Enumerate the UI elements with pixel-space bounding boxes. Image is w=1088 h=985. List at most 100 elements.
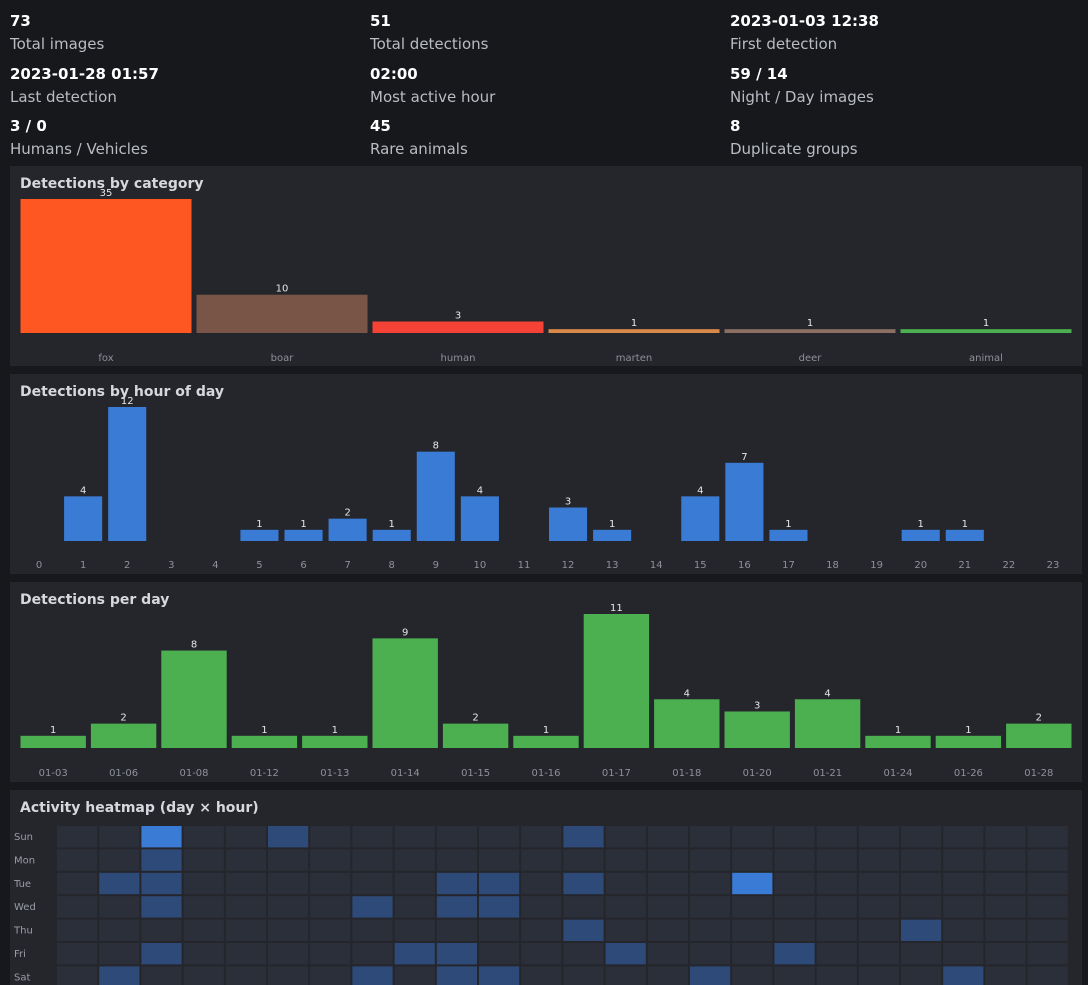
heatmap-cell [394, 826, 435, 848]
chart-bar [654, 699, 720, 748]
heatmap-cell [1027, 919, 1068, 941]
chart-bar [240, 529, 279, 541]
heatmap-cell [732, 872, 773, 895]
x-tick-label: 01-24 [883, 768, 912, 779]
heatmap-cell [647, 943, 688, 965]
stat-first-detection: 2023-01-03 12:38 First detection [730, 12, 1070, 54]
heatmap-cell [99, 896, 140, 918]
heatmap-row-label: Wed [14, 902, 36, 913]
heatmap-cell [647, 872, 688, 895]
heatmap-cell [99, 849, 140, 871]
heatmap-cell [605, 896, 646, 918]
day-chart-title: Detections per day [20, 592, 170, 608]
heatmap-cell [816, 896, 857, 918]
bar-value-label: 1 [261, 725, 267, 736]
heatmap-cell [394, 849, 435, 871]
heatmap-cell [647, 849, 688, 871]
bar-value-label: 12 [121, 396, 134, 407]
heatmap-cell [901, 943, 942, 965]
heatmap-cell [479, 872, 520, 895]
stat-value: 8 [730, 117, 741, 135]
bar-value-label: 4 [477, 485, 483, 496]
chart-bar [20, 199, 192, 333]
heatmap-cell [563, 919, 604, 941]
x-tick-label: 01-15 [461, 768, 490, 779]
heatmap-cell [310, 849, 351, 871]
bar-value-label: 1 [918, 519, 924, 530]
heatmap-cell [352, 896, 393, 918]
heatmap-cell [985, 896, 1026, 918]
heatmap-cell [985, 943, 1026, 965]
x-tick-label: 9 [433, 560, 439, 571]
x-tick-label: 21 [958, 560, 971, 571]
chart-bar [548, 329, 720, 333]
heatmap-row-label: Mon [14, 855, 35, 866]
x-tick-label: 01-08 [179, 768, 208, 779]
heatmap-cell [183, 849, 224, 871]
chart-bar [231, 735, 298, 748]
heatmap-cell [647, 919, 688, 941]
bar-value-label: 2 [472, 713, 478, 724]
heatmap-cell [858, 849, 899, 871]
heatmap-cell [268, 826, 309, 848]
heatmap-cell [605, 849, 646, 871]
x-tick-label: 01-28 [1024, 768, 1053, 779]
heatmap-cell [310, 826, 351, 848]
chart-bar [593, 529, 632, 541]
heatmap-cell [690, 966, 731, 985]
heatmap-cell [352, 943, 393, 965]
heatmap-cell [225, 919, 266, 941]
heatmap-cell [352, 919, 393, 941]
heatmap-cell [901, 826, 942, 848]
x-tick-label: 1 [80, 560, 86, 571]
heatmap-cell [394, 919, 435, 941]
bar-value-label: 1 [389, 519, 395, 530]
heatmap-cell [732, 849, 773, 871]
heatmap-cell [310, 919, 351, 941]
heatmap-cell [521, 872, 562, 895]
stat-label: Most active hour [370, 88, 496, 106]
chart-bar [442, 723, 509, 748]
heatmap-cell [479, 849, 520, 871]
heatmap-cell [1027, 966, 1068, 985]
bar-value-label: 4 [80, 485, 86, 496]
chart-bar [161, 650, 227, 748]
heatmap-cell [268, 896, 309, 918]
heatmap-cell [268, 872, 309, 895]
stat-value: 45 [370, 117, 391, 135]
heatmap-cell [690, 872, 731, 895]
stat-value: 2023-01-03 12:38 [730, 12, 879, 30]
heatmap-cell [225, 849, 266, 871]
heatmap-cell [605, 826, 646, 848]
category-chart-panel: Detections by category 35 fox 10 boar 3 human… [10, 166, 1082, 366]
heatmap-cell [436, 872, 477, 895]
heatmap-cell [268, 919, 309, 941]
chart-bar [901, 529, 940, 541]
stat-most-active-hour: 02:00 Most active hour [370, 65, 710, 107]
x-tick-label: 11 [518, 560, 531, 571]
heatmap-cell [858, 872, 899, 895]
heatmap-cell [521, 896, 562, 918]
heatmap-cell [521, 919, 562, 941]
heatmap-cell [141, 872, 182, 895]
heatmap-cell [605, 872, 646, 895]
stat-rare-animals: 45 Rare animals [370, 117, 710, 159]
x-tick-label: 01-12 [250, 768, 279, 779]
chart-bar [900, 329, 1072, 333]
x-tick-label: marten [616, 353, 652, 364]
chart-bar [90, 723, 157, 748]
chart-bar [416, 451, 455, 541]
chart-bar [681, 496, 720, 541]
x-tick-label: 17 [782, 560, 795, 571]
heatmap-cell [985, 849, 1026, 871]
bar-value-label: 1 [543, 725, 549, 736]
stat-label: Total detections [370, 35, 489, 53]
bar-value-label: 2 [1036, 713, 1042, 724]
heatmap-cell [605, 943, 646, 965]
x-tick-label: 18 [826, 560, 839, 571]
heatmap-cell [521, 966, 562, 985]
heatmap-cell [1027, 896, 1068, 918]
stat-label: Rare animals [370, 140, 468, 158]
heatmap-cell [816, 872, 857, 895]
heatmap-cell [141, 966, 182, 985]
